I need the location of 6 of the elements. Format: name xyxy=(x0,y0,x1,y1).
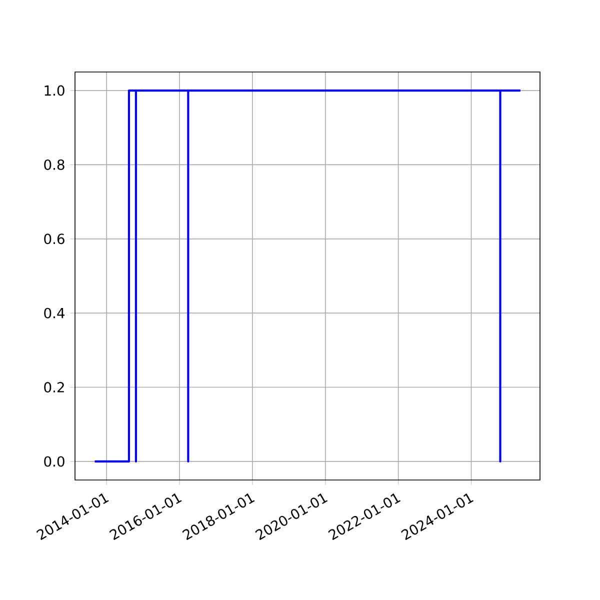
y-tick-label: 0.6 xyxy=(44,234,64,244)
y-tick-label: 0.2 xyxy=(44,382,64,393)
y-tick-label: 1.0 xyxy=(44,85,64,96)
y-tick-label: 0.8 xyxy=(44,159,64,170)
y-tick-label: 0.4 xyxy=(44,308,64,318)
y-tick-label: 0.0 xyxy=(44,456,64,467)
